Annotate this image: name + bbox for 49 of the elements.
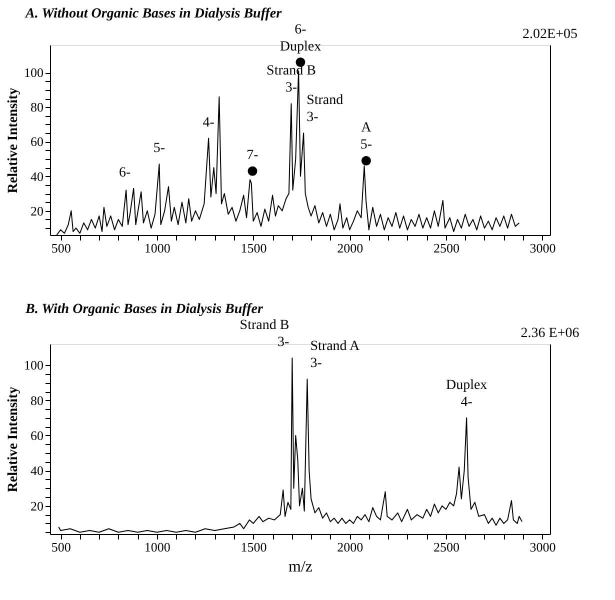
annotation: 5- [153,141,166,156]
x-tick-label: 2500 [433,240,460,256]
y-tick-label: 100 [24,358,44,373]
y-tick-label: 80 [30,392,44,408]
annotation: Strand B [240,318,290,334]
y-axis-title: Relative Intensity [6,386,21,492]
annotation: 3- [278,335,290,350]
annotation: Duplex [280,39,322,54]
y-tick-label: 80 [30,100,44,115]
x-tick-label: 1000 [144,240,170,256]
annotation: 6- [294,22,307,38]
text: 2.02E+05 [522,27,578,42]
x-tick-label: 500 [51,540,71,554]
annotation: 7- [246,148,259,164]
annotation: 4- [460,394,473,410]
x-tick-label: 1000 [144,540,170,554]
y-tick-label: 100 [24,65,44,80]
y-tick-label: 60 [30,134,44,150]
x-tick-label: 3000 [530,540,556,554]
annotation: Strand [306,93,344,108]
y-tick-label: 60 [30,428,44,443]
annotation: 3- [310,356,322,372]
annotation: 4- [202,115,215,130]
annotation: 3- [306,110,319,126]
annotation: 5- [360,138,372,153]
point [361,156,371,166]
x-axis-title: m/z [288,558,312,576]
annotation: 3- [285,80,298,96]
y-tick-label: 40 [30,168,44,184]
chart-title: B. With Organic Bases in Dialysis Buffer [24,302,264,318]
annotation: Strand B [266,64,316,79]
annotation: A [361,120,372,136]
y-tick-label: 20 [30,498,44,514]
x-tick-label: 2500 [433,540,460,554]
y-axis-title: Relative Intensity [6,88,21,194]
x-tick-label: 500 [51,240,71,256]
x-tick-label: 2000 [337,240,364,256]
annotation: 6- [118,165,131,180]
annotation: Duplex [446,378,488,393]
chart-title: A. Without Organic Bases in Dialysis Buffer [24,6,282,22]
x-tick-label: 2000 [337,540,364,554]
x-tick-label: 3000 [530,240,556,256]
x-tick-label: 1500 [240,540,267,554]
point [248,166,258,176]
y-tick-label: 40 [30,463,44,478]
annotation: Strand A [310,339,361,354]
text: 2.36 E+06 [520,326,580,341]
y-tick-label: 20 [30,203,44,218]
x-tick-label: 1500 [240,240,267,256]
